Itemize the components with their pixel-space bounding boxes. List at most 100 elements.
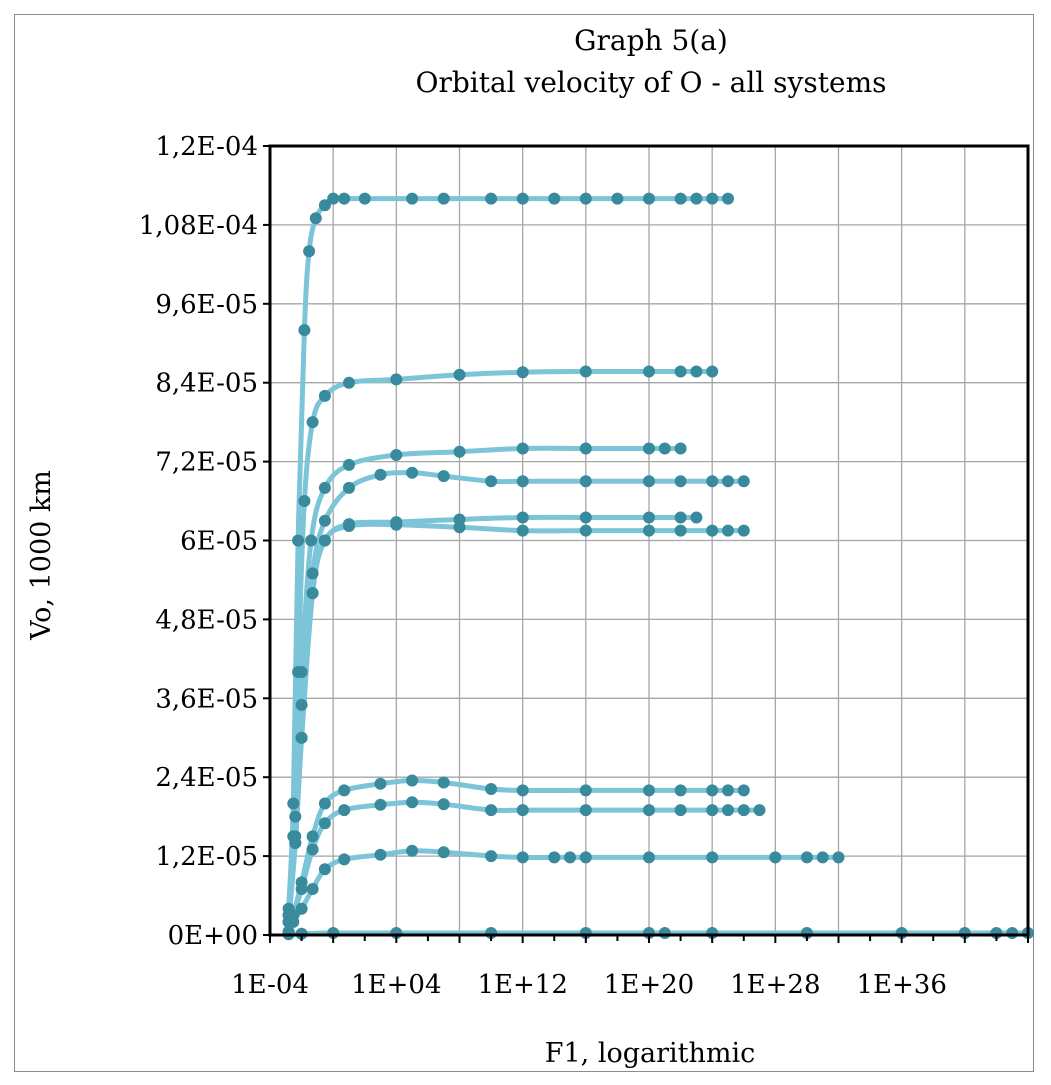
y-tick-label: 1,2E-04 (155, 132, 258, 162)
data-point (390, 449, 403, 461)
data-point (318, 481, 331, 494)
data-point (706, 192, 719, 205)
data-point (338, 853, 351, 866)
data-point (343, 520, 355, 532)
data-point (674, 475, 687, 488)
data-point (516, 524, 529, 537)
data-point (287, 915, 300, 928)
data-point (753, 804, 766, 817)
data-point (722, 192, 734, 205)
data-point (295, 666, 308, 678)
data-point (579, 784, 592, 797)
data-point (706, 365, 719, 378)
data-point (338, 804, 351, 817)
data-point (643, 784, 655, 797)
data-point (564, 851, 576, 864)
data-point (737, 475, 750, 488)
data-point (485, 192, 498, 205)
data-point (437, 846, 450, 859)
data-point (579, 442, 592, 455)
data-point (579, 851, 592, 864)
data-point (658, 442, 671, 455)
data-point (406, 774, 419, 787)
data-point (485, 475, 498, 488)
data-point (306, 883, 319, 895)
data-point (832, 851, 845, 864)
data-point (485, 804, 498, 817)
data-point (722, 524, 734, 537)
data-point (453, 368, 466, 381)
data-point (516, 442, 529, 455)
data-point (437, 798, 450, 811)
y-tick-label: 0E+00 (168, 921, 258, 951)
data-point (318, 514, 331, 527)
data-point (390, 518, 403, 531)
data-point (737, 804, 750, 817)
data-point (706, 804, 719, 817)
data-point (374, 798, 387, 811)
data-point (579, 524, 592, 537)
chart-subtitle: Orbital velocity of O - all systems (416, 66, 887, 99)
data-point (437, 192, 450, 205)
data-point (374, 777, 387, 790)
data-point (343, 458, 355, 471)
y-tick-label: 8,4E-05 (155, 369, 258, 399)
y-axis-ticks: 0E+00 1,2E-05 2,4E-05 3,6E-05 4,8E-05 6E-05 7,… (139, 132, 270, 951)
data-point (674, 192, 687, 205)
data-point (643, 511, 655, 524)
y-tick-label: 3,6E-05 (155, 684, 258, 714)
data-point (737, 524, 750, 537)
data-point (516, 851, 529, 864)
x-axis-ticks: 1E-04 1E+04 1E+12 1E+20 1E+28 1E+36 (231, 935, 1029, 1000)
data-point (318, 797, 331, 810)
data-point (643, 192, 655, 205)
data-point (800, 851, 813, 864)
data-point (338, 784, 351, 797)
data-point (658, 927, 671, 939)
data-point (453, 521, 466, 534)
data-point (516, 192, 529, 205)
data-point (295, 883, 308, 895)
data-point (318, 199, 331, 212)
data-point (295, 731, 308, 744)
data-point (298, 495, 311, 507)
data-point (579, 475, 592, 488)
x-tick-label: 1E-04 (231, 970, 309, 1000)
series-line (286, 848, 841, 936)
data-point (338, 192, 351, 205)
data-point (406, 192, 419, 205)
grid-lines (269, 145, 1029, 936)
data-point (643, 365, 655, 378)
data-point (706, 851, 719, 864)
chart-frame (14, 14, 1034, 1072)
data-markers (282, 192, 1034, 941)
data-point (579, 365, 592, 378)
data-curves (286, 195, 1031, 937)
data-point (306, 567, 319, 580)
data-point (327, 192, 340, 205)
series-line (286, 799, 762, 935)
data-point (516, 475, 529, 488)
data-point (289, 810, 302, 823)
y-tick-label: 9,6E-05 (155, 290, 258, 320)
data-point (295, 698, 308, 711)
data-point (343, 481, 355, 494)
data-point (816, 851, 829, 864)
data-point (706, 475, 719, 488)
y-tick-label: 4,8E-05 (155, 605, 258, 635)
data-point (674, 784, 687, 797)
data-point (548, 851, 561, 864)
data-point (318, 863, 331, 876)
data-point (674, 365, 687, 378)
data-point (358, 192, 371, 205)
data-point (1006, 927, 1019, 939)
data-point (737, 784, 750, 797)
data-point (579, 511, 592, 524)
x-tick-label: 1E+28 (730, 970, 820, 1000)
data-point (306, 843, 319, 856)
data-point (690, 511, 703, 524)
data-point (690, 365, 703, 378)
data-point (305, 534, 318, 547)
x-tick-label: 1E+36 (856, 970, 946, 1000)
